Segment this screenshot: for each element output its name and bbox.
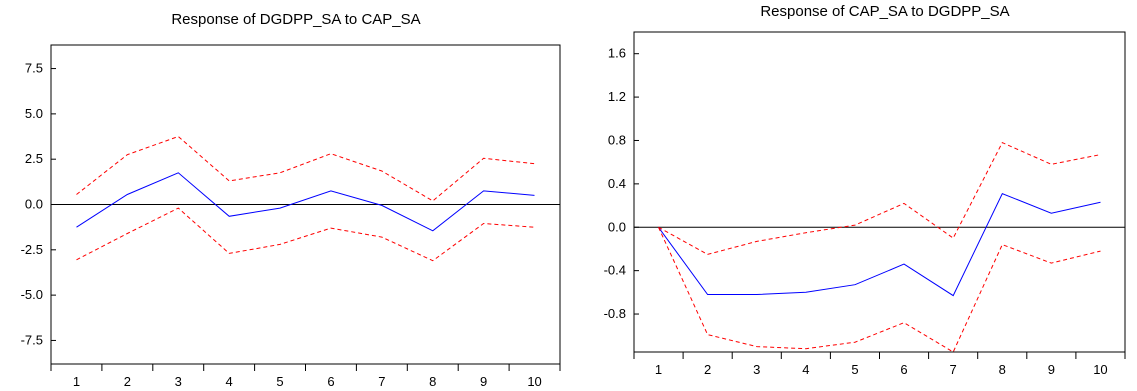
y-tick-label: 5.0 [25,106,43,121]
y-tick-label: 0.8 [608,132,626,147]
y-tick-label: -7.5 [21,332,43,347]
x-tick-label: 9 [480,374,487,389]
x-tick-label: 4 [226,374,233,389]
x-tick-label: 1 [655,362,662,377]
x-tick-label: 7 [950,362,957,377]
x-tick-label: 2 [124,374,131,389]
y-tick-label: 7.5 [25,61,43,76]
series-line-lower [658,227,1101,353]
x-tick-label: 7 [378,374,385,389]
series-line-response [658,192,1101,297]
x-tick-label: 9 [1048,362,1055,377]
y-tick-label: -2.5 [21,242,43,257]
x-tick-label: 5 [276,374,283,389]
series-line-upper [76,135,535,202]
x-tick-label: 6 [900,362,907,377]
y-tick-label: -5.0 [21,287,43,302]
x-tick-label: 10 [527,374,541,389]
x-tick-label: 8 [429,374,436,389]
x-tick-label: 6 [327,374,334,389]
y-tick-label: 0.0 [25,197,43,212]
x-tick-label: 5 [851,362,858,377]
chart-title: Response of DGDPP_SA to CAP_SA [171,11,420,28]
chart-title: Response of CAP_SA to DGDPP_SA [760,3,1009,20]
y-tick-label: 1.2 [608,89,626,104]
x-tick-label: 3 [753,362,760,377]
x-tick-label: 2 [704,362,711,377]
x-tick-label: 8 [999,362,1006,377]
y-tick-label: -0.4 [604,263,626,278]
y-tick-label: -0.8 [604,306,626,321]
chart-dgdpp-response: Response of DGDPP_SA to CAP_SA -7.5 -5.0 -… [21,11,561,389]
series-line-lower [76,207,535,262]
y-tick-label: 2.5 [25,151,43,166]
y-tick-label: 0.4 [608,176,626,191]
x-tick-label: 4 [802,362,809,377]
y-tick-label: 1.6 [608,46,626,61]
plot-frame [633,31,1126,353]
series-line-upper [658,141,1101,255]
series-line-response [76,172,535,232]
y-tick-label: 0.0 [608,219,626,234]
chart-cap-response: Response of CAP_SA to DGDPP_SA -0.8 -0.4 0… [604,3,1126,377]
x-tick-label: 1 [73,374,80,389]
x-tick-label: 10 [1093,362,1107,377]
x-tick-label: 3 [175,374,182,389]
